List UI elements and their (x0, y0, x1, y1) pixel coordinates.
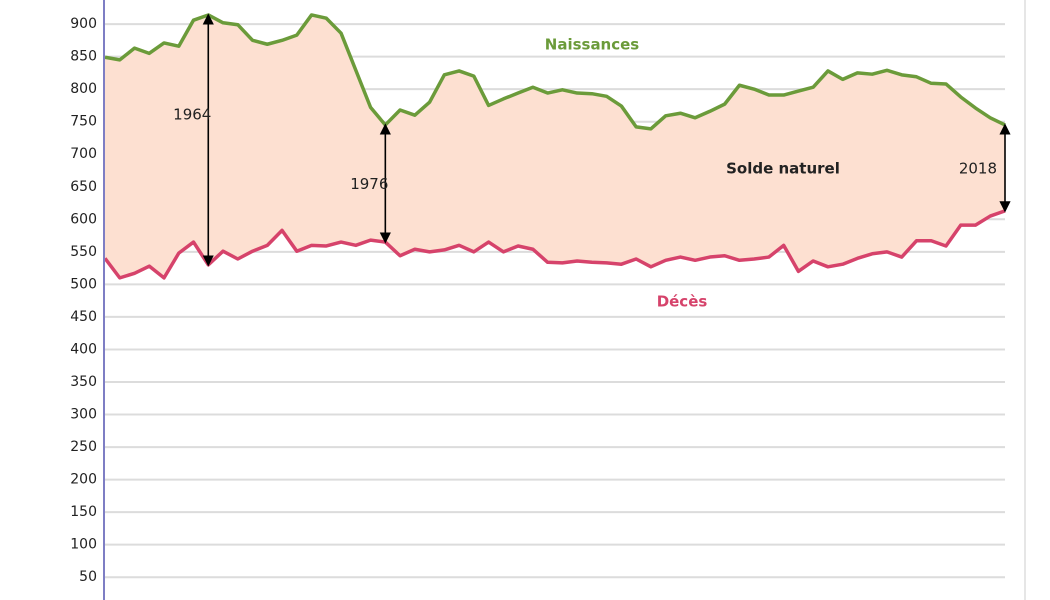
solde-area (105, 14, 1005, 278)
series-line (103, 209, 1006, 280)
y-tick-label: 650 (70, 179, 97, 195)
y-tick-label: 150 (70, 504, 97, 520)
series-line (104, 13, 1006, 131)
y-tick-label: 250 (70, 439, 97, 455)
y-tick-label: 800 (70, 81, 97, 97)
year-label: 2018 (959, 159, 997, 177)
y-tick-label: 750 (70, 114, 97, 130)
y-tick-label: 200 (70, 472, 97, 488)
y-tick-label: 700 (70, 146, 97, 162)
year-label: 1964 (173, 105, 211, 123)
y-tick-label: 50 (79, 569, 97, 585)
year-label: 1976 (350, 175, 388, 193)
y-tick-label: 300 (70, 407, 97, 423)
y-tick-label: 400 (70, 341, 97, 357)
y-tick-label: 500 (70, 276, 97, 292)
y-tick-label: 900 (70, 16, 97, 32)
y-tick-label: 450 (70, 309, 97, 325)
y-tick-label: 350 (70, 374, 97, 390)
series-label: Décès (657, 293, 708, 311)
y-tick-label: 850 (70, 49, 97, 65)
y-tick-label: 600 (70, 211, 97, 227)
y-tick-label: 550 (70, 244, 97, 260)
y-tick-label: 100 (70, 537, 97, 553)
series-label: Naissances (545, 36, 640, 54)
center-label: Solde naturel (726, 160, 840, 178)
